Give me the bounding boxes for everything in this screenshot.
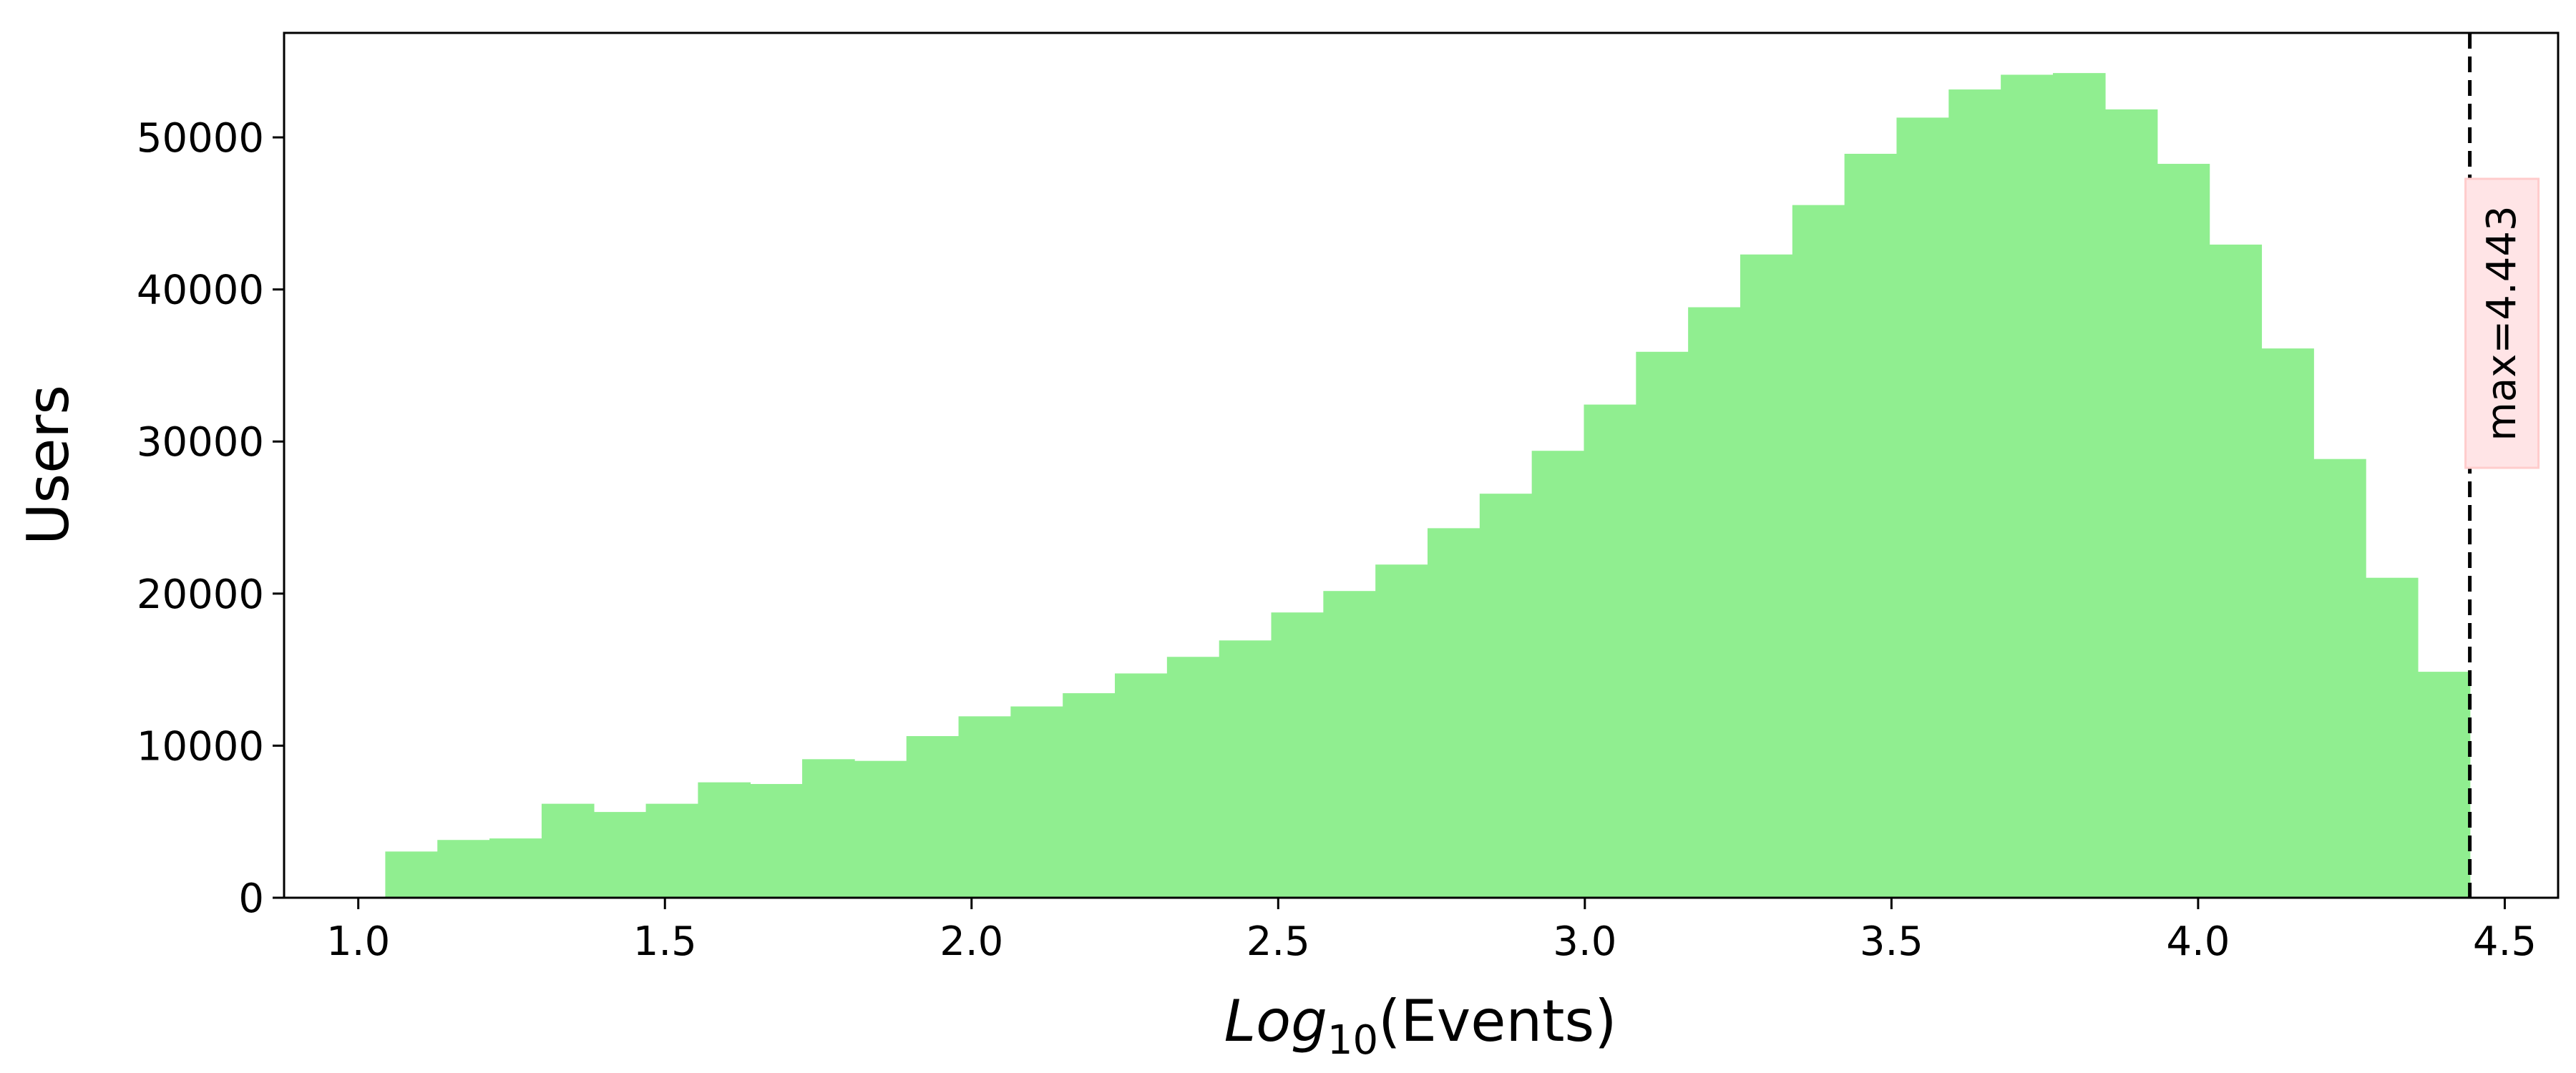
histogram-bar bbox=[906, 736, 960, 898]
histogram-bar bbox=[1792, 205, 1845, 898]
x-tick-label: 2.5 bbox=[1246, 918, 1310, 965]
histogram-bar bbox=[2209, 244, 2263, 898]
histogram-bar bbox=[1584, 404, 1637, 898]
histogram-bar bbox=[1375, 564, 1428, 898]
y-tick-label: 30000 bbox=[137, 419, 264, 466]
y-axis-label: Users bbox=[15, 385, 82, 545]
histogram-bar bbox=[1115, 673, 1168, 898]
histogram-bar bbox=[1063, 693, 1116, 898]
histogram-bar bbox=[2313, 459, 2366, 898]
y-tick-label: 50000 bbox=[137, 115, 264, 162]
x-tick-label: 3.0 bbox=[1553, 918, 1616, 965]
histogram-bar bbox=[2417, 672, 2471, 898]
x-label-rest: (Events) bbox=[1378, 988, 1616, 1054]
annotation-text: max=4.443 bbox=[2479, 205, 2525, 441]
histogram-bar bbox=[541, 803, 595, 898]
y-ticks: 0 10000 20000 30000 40000 50000 bbox=[137, 115, 284, 922]
histogram-bar bbox=[698, 782, 751, 898]
x-tick-label: 1.0 bbox=[326, 918, 390, 965]
histogram-bar bbox=[1688, 307, 1741, 898]
histogram-bar bbox=[1531, 451, 1585, 898]
y-tick-label: 40000 bbox=[137, 268, 264, 314]
histogram-bar bbox=[1740, 254, 1793, 898]
histogram-bar bbox=[2052, 73, 2106, 898]
histogram-bar bbox=[1427, 528, 1480, 898]
histogram-bar bbox=[2261, 348, 2314, 898]
histogram-bar bbox=[1010, 706, 1063, 898]
axes-frame bbox=[283, 31, 2560, 899]
histogram-bar bbox=[385, 851, 439, 898]
histogram-bar bbox=[958, 716, 1012, 898]
histogram-bar bbox=[1896, 117, 1950, 898]
x-tick-label: 1.5 bbox=[633, 918, 697, 965]
histogram-bar bbox=[2104, 109, 2158, 898]
x-tick-label: 3.5 bbox=[1860, 918, 1923, 965]
x-label-sub: 10 bbox=[1327, 1017, 1378, 1064]
histogram-bar bbox=[1219, 640, 1272, 898]
histogram-bar bbox=[2365, 577, 2419, 898]
histogram-bar bbox=[750, 783, 803, 898]
histogram-bar bbox=[1636, 351, 1689, 898]
histogram-bar bbox=[854, 760, 907, 898]
y-tick-label: 20000 bbox=[137, 572, 264, 618]
histogram-bar bbox=[437, 840, 490, 898]
histogram-bar bbox=[1844, 154, 1898, 898]
histogram-bar bbox=[802, 759, 855, 898]
y-tick-label: 10000 bbox=[137, 723, 264, 770]
histogram-bar bbox=[2001, 74, 2054, 898]
x-tick-label: 4.5 bbox=[2473, 918, 2537, 965]
x-tick-label: 4.0 bbox=[2166, 918, 2230, 965]
histogram-bar bbox=[489, 838, 542, 898]
annotation-box bbox=[2464, 177, 2540, 469]
bars bbox=[385, 73, 2471, 898]
histogram-bar bbox=[1166, 657, 1220, 898]
max-annotation: max=4.443 bbox=[2464, 177, 2540, 469]
x-ticks: 1.0 1.5 2.0 2.5 3.0 3.5 4.0 4.5 bbox=[326, 898, 2537, 965]
histogram-bar bbox=[645, 803, 699, 898]
x-axis-label: Log10(Events) bbox=[1224, 988, 1617, 1064]
histogram-bar bbox=[593, 812, 647, 898]
histogram-bar bbox=[1323, 591, 1376, 898]
x-tick-label: 2.0 bbox=[940, 918, 1003, 965]
histogram-bar bbox=[1479, 494, 1533, 898]
histogram-bar bbox=[1271, 612, 1324, 898]
histogram-bar bbox=[2157, 164, 2210, 898]
x-label-log: Log bbox=[1224, 988, 1327, 1054]
y-tick-label: 0 bbox=[238, 876, 264, 922]
histogram-bar bbox=[1948, 89, 2001, 898]
